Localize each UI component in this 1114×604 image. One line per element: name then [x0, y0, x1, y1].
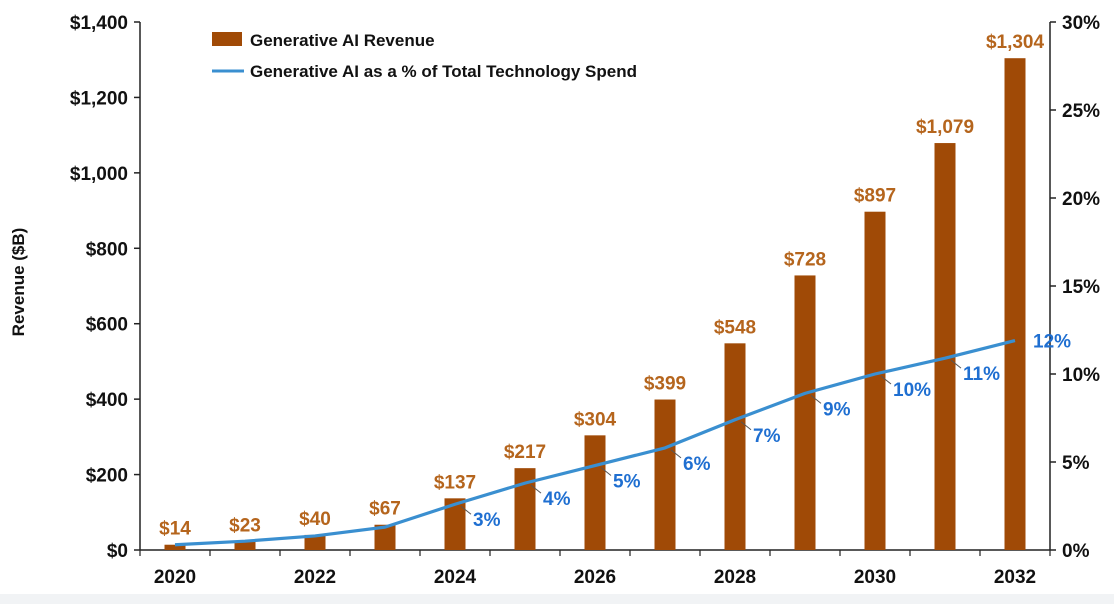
line-value-label: 11% — [963, 364, 1000, 385]
bar-value-label: $399 — [644, 374, 686, 395]
line-label-leader — [460, 505, 472, 515]
line-path — [174, 339, 1016, 547]
y2-tick-label: 10% — [1062, 365, 1100, 386]
tick-labels: $0 $200 $400 $600 $800 $1,000 $1,200 $1,400 0% 5%… — [70, 13, 1100, 588]
x-tick-label: 2022 — [294, 567, 336, 588]
y2-tick-label: 5% — [1062, 453, 1090, 474]
bar-value-label: $23 — [229, 515, 261, 536]
legend: Generative AI Revenue Generative AI as a… — [212, 31, 637, 81]
bar-value-label: $1,079 — [916, 117, 974, 138]
bar — [444, 498, 466, 550]
bar-value-label: $1,304 — [986, 32, 1045, 53]
x-tick-label: 2024 — [434, 567, 477, 588]
bar — [514, 468, 536, 550]
line-label-leader — [670, 449, 682, 459]
y-tick-label: $800 — [86, 239, 128, 260]
bar-value-label: $67 — [369, 499, 401, 520]
line-series — [174, 339, 1016, 547]
legend-bar-label: Generative AI Revenue — [250, 31, 435, 50]
line-label-leader — [530, 484, 542, 494]
line-value-label: 7% — [753, 426, 781, 447]
bar — [1004, 58, 1026, 550]
bar — [374, 524, 396, 550]
y-tick-label: $400 — [86, 390, 128, 411]
bar — [654, 399, 676, 550]
x-tick-label: 2028 — [714, 567, 756, 588]
line-value-label: 10% — [893, 380, 931, 401]
y-axis-title: Revenue ($B) — [9, 228, 28, 337]
bar-value-label: $548 — [714, 317, 756, 338]
bar — [724, 343, 746, 550]
bar — [234, 541, 256, 550]
legend-line-label: Generative AI as a % of Total Technology… — [250, 62, 637, 81]
footer-strip — [0, 594, 1114, 604]
x-tick-label: 2030 — [854, 567, 896, 588]
bar-value-label: $217 — [504, 442, 546, 463]
bar — [164, 544, 186, 550]
line-value-label: 5% — [613, 472, 641, 493]
y2-tick-label: 15% — [1062, 277, 1100, 298]
line-label-leader — [810, 394, 822, 404]
y-tick-label: $0 — [107, 541, 128, 562]
y-tick-label: $1,000 — [70, 164, 128, 185]
bar — [304, 534, 326, 550]
line-value-label: 3% — [473, 510, 501, 531]
y2-tick-label: 25% — [1062, 101, 1100, 122]
line-label-leader — [880, 375, 892, 385]
y2-tick-label: 20% — [1062, 189, 1100, 210]
line-value-label: 4% — [543, 489, 571, 510]
bar-value-label: $728 — [784, 249, 826, 270]
data-labels: $14 $23 $40 $67 $137 $217 $304 $399 $548 $728 $897… — [159, 32, 1071, 540]
bar-value-label: $137 — [434, 472, 476, 493]
line-label-leader — [740, 421, 752, 431]
y2-tick-label: 0% — [1062, 541, 1090, 562]
bar-series — [164, 58, 1026, 550]
bar — [794, 275, 816, 550]
line-label-leader — [950, 359, 962, 369]
bar-value-label: $304 — [574, 409, 617, 430]
bar-value-label: $897 — [854, 186, 896, 207]
bar-value-label: $40 — [299, 509, 331, 530]
y-tick-label: $200 — [86, 466, 128, 487]
x-tick-label: 2020 — [154, 567, 196, 588]
y-tick-label: $1,200 — [70, 88, 128, 109]
x-tick-label: 2026 — [574, 567, 616, 588]
y2-tick-label: 30% — [1062, 13, 1100, 34]
bar — [934, 143, 956, 550]
x-tick-label: 2032 — [994, 567, 1036, 588]
line-label-leader — [600, 467, 612, 476]
y-tick-label: $1,400 — [70, 13, 128, 34]
line-value-label: 9% — [823, 399, 851, 420]
bar — [864, 211, 886, 550]
y-tick-label: $600 — [86, 315, 128, 336]
line-value-label: 12% — [1033, 332, 1071, 353]
bar — [584, 435, 606, 550]
legend-bar-swatch — [212, 32, 242, 46]
bar-value-label: $14 — [159, 519, 191, 540]
line-value-label: 6% — [683, 454, 711, 475]
